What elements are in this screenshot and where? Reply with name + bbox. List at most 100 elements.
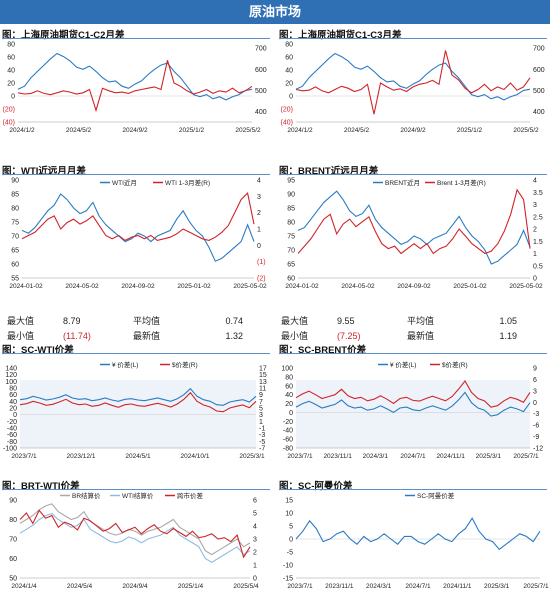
y-tick-label: -40 xyxy=(283,428,293,435)
title-underline xyxy=(279,38,547,39)
y2-tick-label: (1) xyxy=(257,259,266,266)
y2-tick-label: 500 xyxy=(255,88,267,95)
title-underline xyxy=(279,353,547,354)
series-line-0 xyxy=(295,52,531,101)
y2-tick-label: 4 xyxy=(533,178,537,185)
y2-tick-label: 0 xyxy=(253,576,257,583)
y2-tick-label: 700 xyxy=(533,46,545,53)
series-line-1 xyxy=(19,512,251,564)
x-tick-label: 2024/3/1 xyxy=(366,583,392,590)
y2-tick-label: -7 xyxy=(259,446,265,453)
panel-title-sc-wti: 图：SC-WTI价差 xyxy=(2,345,74,356)
series-line-0 xyxy=(295,391,531,417)
x-tick-label: 2025/7/1 xyxy=(513,453,539,460)
x-tick-label: 2025/3/1 xyxy=(484,583,510,590)
y-tick-label: 20 xyxy=(7,81,15,88)
x-tick-label: 2025/7/1 xyxy=(523,583,549,590)
series-line-1 xyxy=(297,188,531,255)
y2-tick-label: 4 xyxy=(253,524,257,531)
y-tick-label: 80 xyxy=(285,42,293,49)
stat-value: (11.74) xyxy=(63,330,91,341)
y2-tick-label: -9 xyxy=(533,434,539,441)
x-tick-label: 2024/7/1 xyxy=(405,583,431,590)
y2-tick-label: 3 xyxy=(533,202,537,209)
banner-title: 原油市场 xyxy=(0,0,550,24)
stat-value: (7.25) xyxy=(337,330,361,341)
y-tick-label: 90 xyxy=(9,498,17,505)
y-tick-label: -80 xyxy=(283,446,293,453)
y2-tick-label: (2) xyxy=(257,276,266,283)
y-tick-label: 75 xyxy=(11,220,19,227)
y2-tick-label: 500 xyxy=(533,88,545,95)
panel-title-sc-brent: 图：SC-BRENT价差 xyxy=(279,345,367,356)
y-tick-label: 60 xyxy=(285,55,293,62)
panel-title-brt-wti: 图：BRT-WTI价差 xyxy=(2,481,80,492)
y2-tick-label: 1 xyxy=(253,563,257,570)
stat-label: 平均值 xyxy=(407,316,435,326)
x-tick-label: 2023/7/1 xyxy=(287,453,313,460)
y-tick-label: 55 xyxy=(11,276,19,283)
y-tick-label: 100 xyxy=(281,366,293,373)
y-tick-label: 50 xyxy=(9,576,17,583)
y-tick-label: 65 xyxy=(11,248,19,255)
legend-label: WTI近月 xyxy=(112,178,137,187)
y2-tick-label: 3.5 xyxy=(533,190,543,197)
y-tick-label: 0 xyxy=(289,537,293,544)
series-line-0 xyxy=(297,190,531,265)
x-tick-label: 2024-09-02 xyxy=(121,283,155,290)
x-tick-label: 2024-01-02 xyxy=(285,283,319,290)
y-tick-label: 60 xyxy=(9,392,17,399)
y-tick-label: 10 xyxy=(285,511,293,518)
y2-tick-label: 5 xyxy=(253,511,257,518)
y-tick-label: 85 xyxy=(11,192,19,199)
x-tick-label: 2025-05-02 xyxy=(509,283,543,290)
y-tick-label: 90 xyxy=(287,192,295,199)
stat-label: 最小值 xyxy=(281,331,309,341)
y2-tick-label: -5 xyxy=(259,439,265,446)
stat-value: 0.74 xyxy=(225,315,243,326)
stat-value: 9.55 xyxy=(337,315,355,326)
y-tick-label: 15 xyxy=(285,498,293,505)
title-underline xyxy=(2,489,270,490)
stat-label: 平均值 xyxy=(133,316,161,326)
x-tick-label: 2023/11/1 xyxy=(325,583,354,590)
y-tick-label: -40 xyxy=(7,426,17,433)
stat-value: 1.32 xyxy=(225,330,243,341)
y2-tick-label: 6 xyxy=(533,377,537,384)
stat-value: 1.05 xyxy=(499,315,517,326)
x-tick-label: 2023/7/1 xyxy=(287,583,313,590)
legend-label: 跨市价差 xyxy=(177,491,204,500)
plot-background xyxy=(20,380,256,448)
y2-tick-label: 2 xyxy=(253,550,257,557)
x-tick-label: 2025/5/2 xyxy=(235,127,261,134)
x-tick-label: 2025/5/2 xyxy=(513,127,539,134)
y-tick-label: -60 xyxy=(7,432,17,439)
y2-tick-label: 700 xyxy=(255,46,267,53)
legend-label: SC-阿曼价差 xyxy=(417,491,455,500)
x-tick-label: 2024/11/1 xyxy=(443,583,472,590)
legend-label: BR结算价 xyxy=(72,491,101,500)
y2-tick-label: -3 xyxy=(533,411,539,418)
y-tick-label: (20) xyxy=(281,107,293,114)
y-tick-label: -100 xyxy=(3,446,17,453)
y2-tick-label: 1 xyxy=(257,227,261,234)
series-line-1 xyxy=(295,380,531,408)
x-tick-label: 2024/9/2 xyxy=(400,127,426,134)
y2-tick-label: 3 xyxy=(257,194,261,201)
y2-tick-label: 2 xyxy=(533,227,537,234)
x-tick-label: 2025-01-02 xyxy=(177,283,211,290)
plot-background xyxy=(296,380,530,448)
x-tick-label: 2024/9/2 xyxy=(122,127,148,134)
legend-label: $价差(R) xyxy=(442,360,468,369)
y2-tick-label: 3 xyxy=(259,412,263,419)
title-underline xyxy=(2,174,270,175)
title-underline xyxy=(2,38,270,39)
y2-tick-label: 400 xyxy=(255,109,267,116)
y2-tick-label: 0 xyxy=(257,243,261,250)
y-tick-label: 0 xyxy=(13,412,17,419)
x-tick-label: 2025/1/2 xyxy=(179,127,205,134)
y-tick-label: 85 xyxy=(287,206,295,213)
y2-tick-label: 11 xyxy=(259,386,266,393)
panel-title-sc-c1c3: 图：上海原油期货C1-C3月差 xyxy=(279,30,402,41)
